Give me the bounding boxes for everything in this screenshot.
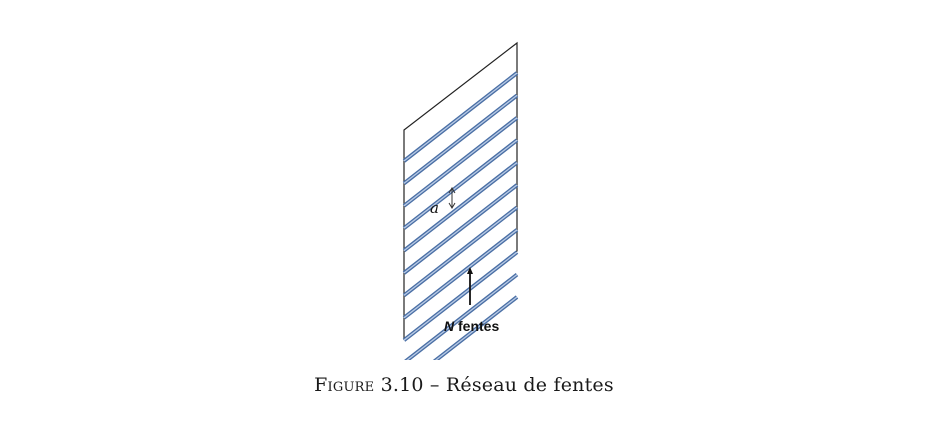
slit-core: [403, 184, 518, 274]
slit: [402, 205, 519, 297]
caption-separator: –: [429, 374, 440, 396]
slit-core: [435, 296, 518, 360]
slit-core: [406, 274, 518, 360]
slit: [404, 273, 519, 360]
spacing-arrow-head-top: [448, 187, 456, 194]
spacing-arrow-head-bottom: [448, 202, 456, 209]
slit-core: [403, 251, 518, 341]
spacing-label: a: [430, 199, 439, 217]
caption-text: Réseau de fentes: [445, 374, 614, 396]
slit: [402, 116, 519, 208]
slit: [402, 138, 519, 230]
slits-group: [402, 71, 519, 360]
figure-caption: Figure 3.10 – Réseau de fentes: [0, 374, 928, 396]
caption-prefix: Figure: [314, 374, 375, 396]
slit-core: [403, 94, 518, 184]
caption-number: 3.10: [380, 374, 424, 396]
slit: [402, 250, 519, 342]
slit-core: [403, 162, 518, 252]
slit-core: [403, 117, 518, 207]
slit-count-text: fentes: [454, 318, 499, 334]
slit-core: [403, 139, 518, 229]
slit: [432, 295, 519, 360]
slit-count-symbol: N: [444, 318, 455, 334]
slit: [402, 228, 519, 320]
slit: [402, 183, 519, 275]
slit-core: [403, 206, 518, 296]
slit-count-label: N fentes: [444, 318, 499, 334]
slit: [402, 93, 519, 185]
slit-core: [403, 229, 518, 319]
slit: [402, 71, 519, 163]
pointer-arrow-head: [467, 267, 473, 274]
slit-core: [403, 72, 518, 162]
spacing-indicator: a: [430, 187, 456, 217]
slit-pointer: [467, 267, 473, 305]
grating-diagram: a N fentes: [402, 41, 519, 360]
slit: [402, 161, 519, 253]
